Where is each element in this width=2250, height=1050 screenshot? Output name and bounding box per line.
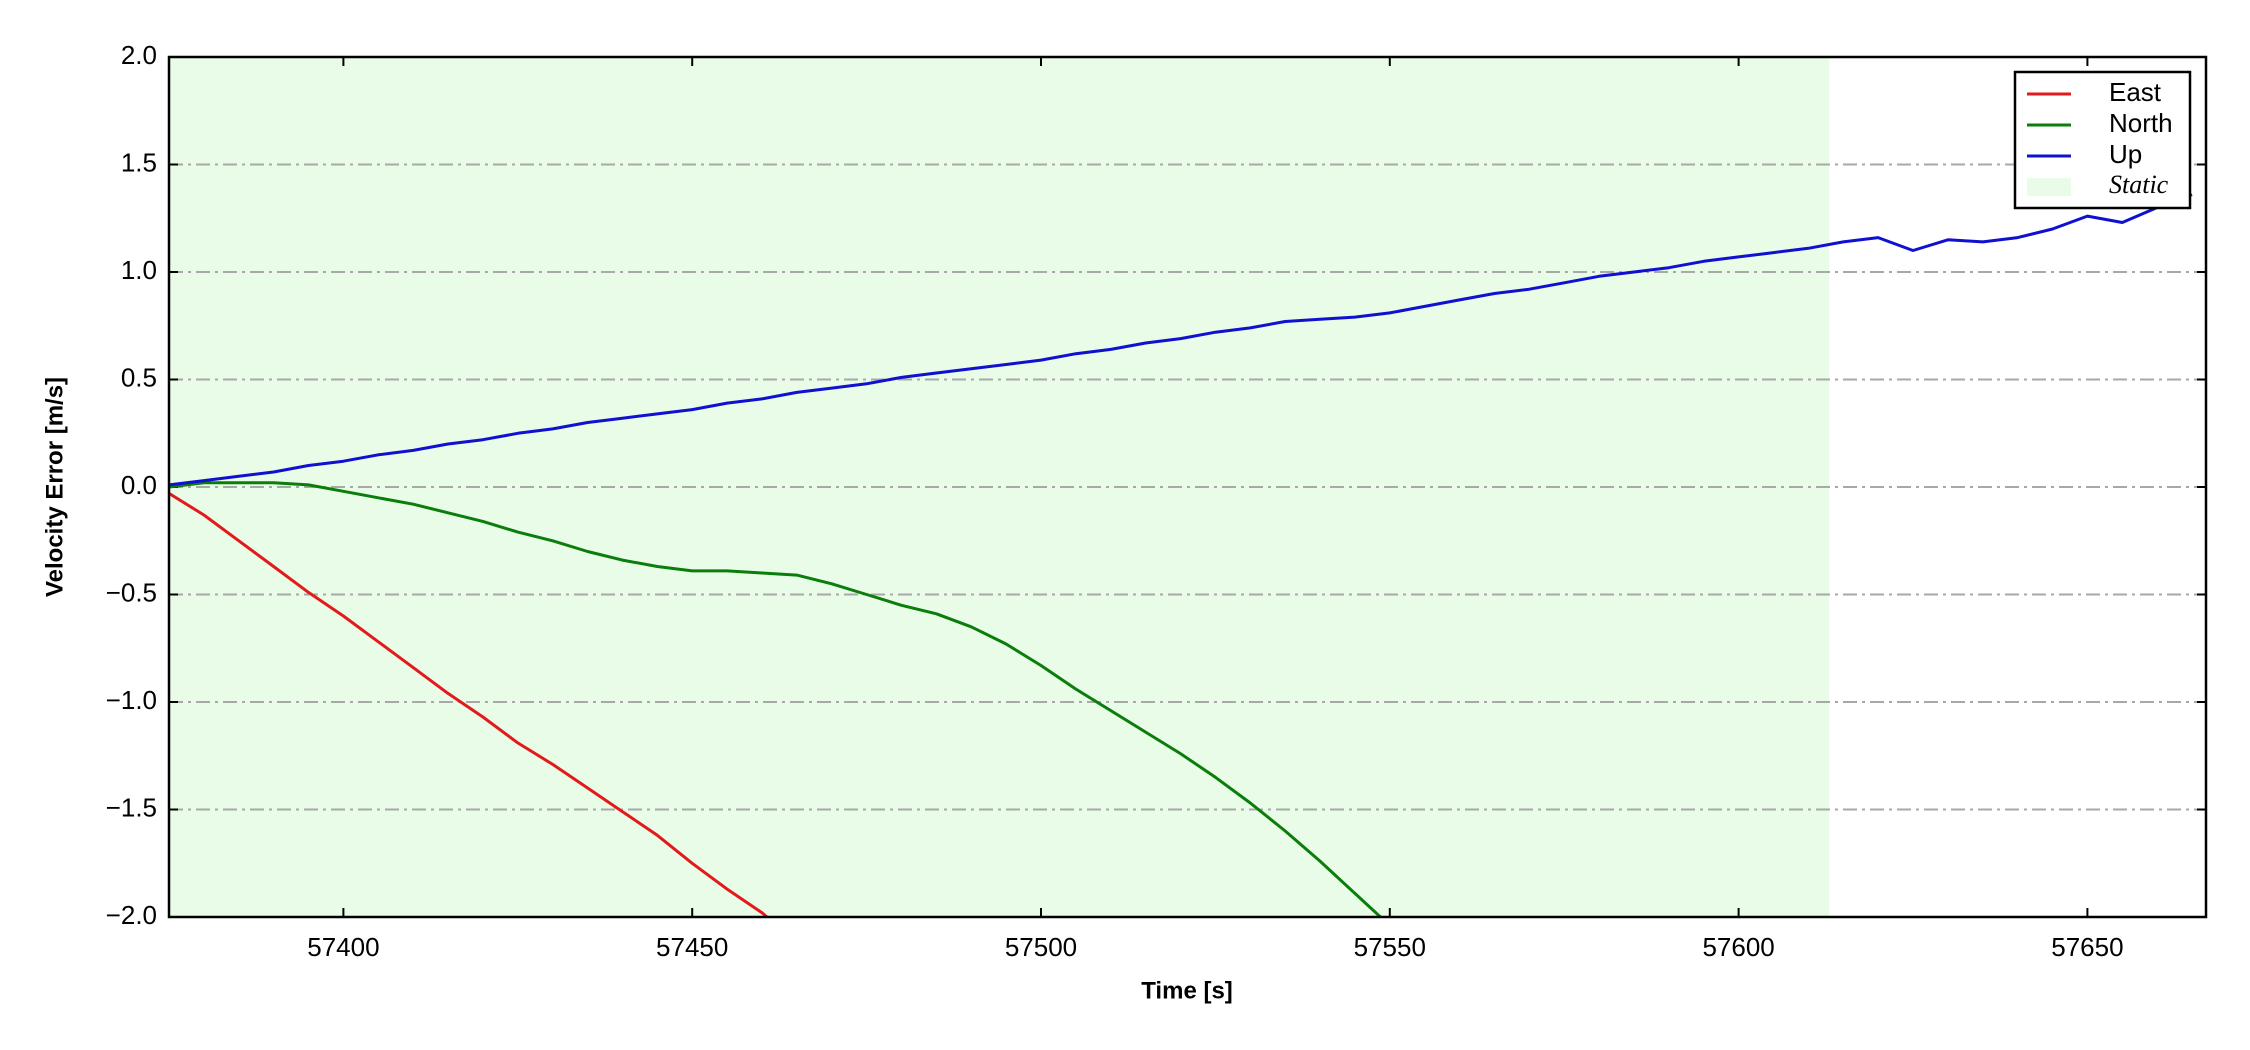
y-tick-label: 1.5 [121, 147, 157, 177]
x-tick-label: 57550 [1354, 932, 1426, 962]
y-tick-label: −1.0 [106, 685, 157, 715]
y-axis-label: Velocity Error [m/s] [41, 377, 68, 597]
x-tick-label: 57450 [656, 932, 728, 962]
plot-frame [167, 55, 2208, 919]
series-line [169, 492, 770, 917]
x-tick-label: 57500 [1005, 932, 1077, 962]
y-tick-label: −0.5 [106, 577, 157, 607]
x-tick-label: 57400 [307, 932, 379, 962]
y-tick-label: 0.0 [121, 470, 157, 500]
legend-label: North [2109, 108, 2173, 138]
legend-swatch [2027, 178, 2071, 196]
y-tick-label: 2.0 [121, 40, 157, 70]
x-tick-label: 57650 [2051, 932, 2123, 962]
legend-label: Static [2109, 170, 2169, 199]
y-tick-label: 0.5 [121, 362, 157, 392]
y-tick-label: −2.0 [106, 900, 157, 930]
series-line [169, 193, 2193, 487]
x-axis-label: Time [s] [1141, 977, 1233, 1004]
legend-label: Up [2109, 139, 2142, 169]
y-tick-label: 1.0 [121, 255, 157, 285]
y-tick-label: −1.5 [106, 792, 157, 822]
x-tick-label: 57600 [1702, 932, 1774, 962]
series-line [169, 481, 1383, 917]
legend-label: East [2109, 77, 2162, 107]
